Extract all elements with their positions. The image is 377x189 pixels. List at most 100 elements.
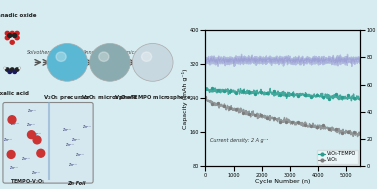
Text: $\mathregular{Zn^{2+}}$: $\mathregular{Zn^{2+}}$ [82, 123, 92, 131]
Text: $\mathregular{Zn^{2+}}$: $\mathregular{Zn^{2+}}$ [62, 126, 73, 134]
Text: $\mathregular{Zn^{2+}}$: $\mathregular{Zn^{2+}}$ [65, 142, 75, 149]
Point [333, 127, 339, 130]
Point [258, 91, 264, 94]
Circle shape [33, 136, 41, 144]
Legend: V₂O₅-TEMPO, V₂O₅: V₂O₅-TEMPO, V₂O₅ [317, 150, 358, 164]
Circle shape [4, 67, 6, 69]
Text: Vanadic oxide: Vanadic oxide [0, 13, 36, 18]
Circle shape [47, 43, 87, 81]
Point [208, 87, 215, 90]
Point [240, 111, 246, 114]
Point [308, 95, 314, 98]
Point [283, 120, 289, 123]
Circle shape [7, 150, 15, 158]
Circle shape [11, 68, 14, 71]
FancyBboxPatch shape [3, 102, 93, 183]
Y-axis label: Capacity (mAh g⁻¹): Capacity (mAh g⁻¹) [182, 68, 188, 129]
Text: $\mathregular{V_2O_5}$-TEMPO microsphere: $\mathregular{V_2O_5}$-TEMPO microsphere [114, 93, 192, 102]
Point [246, 112, 252, 115]
Circle shape [15, 68, 19, 71]
Circle shape [99, 52, 109, 61]
Circle shape [12, 34, 17, 37]
Point [295, 94, 301, 98]
Circle shape [56, 52, 66, 61]
Point [227, 90, 233, 93]
Point [277, 93, 283, 96]
Point [252, 92, 258, 95]
Text: Annealing: Annealing [82, 50, 107, 55]
Point [326, 97, 333, 100]
Point [295, 121, 301, 124]
Point [221, 90, 227, 93]
Point [227, 106, 233, 109]
Text: $\mathregular{Zn^{2+}}$: $\mathregular{Zn^{2+}}$ [31, 169, 41, 177]
Point [326, 127, 333, 130]
Text: $\mathregular{Zn^{2+}}$: $\mathregular{Zn^{2+}}$ [28, 108, 38, 115]
Point [339, 132, 345, 135]
Circle shape [6, 68, 9, 71]
Circle shape [8, 70, 12, 74]
Text: $\mathregular{Zn^{2+}}$: $\mathregular{Zn^{2+}}$ [71, 137, 81, 144]
Point [351, 97, 357, 100]
Point [271, 117, 277, 120]
Text: Chemical riveting: Chemical riveting [116, 50, 159, 55]
Text: TEMPO-V$_2$O$_5$: TEMPO-V$_2$O$_5$ [10, 177, 45, 186]
Point [208, 103, 215, 106]
Text: Zn Foil: Zn Foil [67, 181, 86, 186]
Point [264, 116, 270, 119]
Point [345, 130, 351, 133]
Point [320, 96, 326, 99]
Point [264, 91, 270, 94]
Circle shape [5, 31, 9, 35]
Text: $\mathregular{Zn^{2+}}$: $\mathregular{Zn^{2+}}$ [26, 121, 36, 129]
Text: $\mathregular{Zn^{2+}}$: $\mathregular{Zn^{2+}}$ [21, 156, 31, 163]
Point [215, 88, 221, 91]
Point [258, 114, 264, 117]
Point [246, 90, 252, 93]
Point [314, 94, 320, 97]
Circle shape [10, 40, 14, 44]
Point [252, 114, 258, 117]
Point [320, 123, 326, 126]
Point [202, 96, 208, 99]
Point [221, 105, 227, 108]
Point [289, 93, 295, 96]
Text: $\mathregular{Zn^{2+}}$: $\mathregular{Zn^{2+}}$ [32, 130, 43, 138]
Point [240, 89, 246, 92]
Point [333, 93, 339, 96]
Point [283, 94, 289, 97]
Circle shape [90, 43, 130, 81]
Circle shape [8, 116, 16, 124]
Point [289, 121, 295, 124]
Point [339, 95, 345, 98]
X-axis label: Cycle Number (n): Cycle Number (n) [255, 179, 310, 184]
Point [351, 131, 357, 134]
Circle shape [10, 31, 14, 35]
Text: Solvothermal: Solvothermal [26, 50, 59, 55]
Point [345, 94, 351, 97]
Circle shape [5, 36, 9, 40]
Point [271, 89, 277, 92]
Text: $\mathregular{V_2O_5}$ precursor: $\mathregular{V_2O_5}$ precursor [43, 93, 92, 102]
Circle shape [13, 70, 17, 74]
Text: $\mathregular{V_2O_5}$ microsphere: $\mathregular{V_2O_5}$ microsphere [81, 93, 138, 102]
Text: $\mathregular{Zn^{2+}}$: $\mathregular{Zn^{2+}}$ [9, 165, 19, 172]
Point [233, 108, 239, 111]
Text: $\mathregular{Zn^{2+}}$: $\mathregular{Zn^{2+}}$ [10, 120, 20, 128]
Text: Current density: 2 A g⁻¹: Current density: 2 A g⁻¹ [210, 138, 268, 143]
Point [302, 124, 308, 127]
Point [215, 102, 221, 105]
Point [302, 94, 308, 97]
Circle shape [8, 34, 12, 37]
Text: $\mathregular{Zn^{2+}}$: $\mathregular{Zn^{2+}}$ [68, 161, 79, 169]
Point [202, 88, 208, 91]
Point [314, 125, 320, 128]
Text: $\mathregular{Zn^{2+}}$: $\mathregular{Zn^{2+}}$ [75, 151, 85, 159]
Circle shape [15, 31, 19, 35]
Circle shape [141, 52, 152, 61]
Point [233, 92, 239, 95]
Circle shape [37, 149, 45, 157]
Point [277, 121, 283, 124]
Circle shape [28, 131, 35, 139]
Point [308, 125, 314, 128]
